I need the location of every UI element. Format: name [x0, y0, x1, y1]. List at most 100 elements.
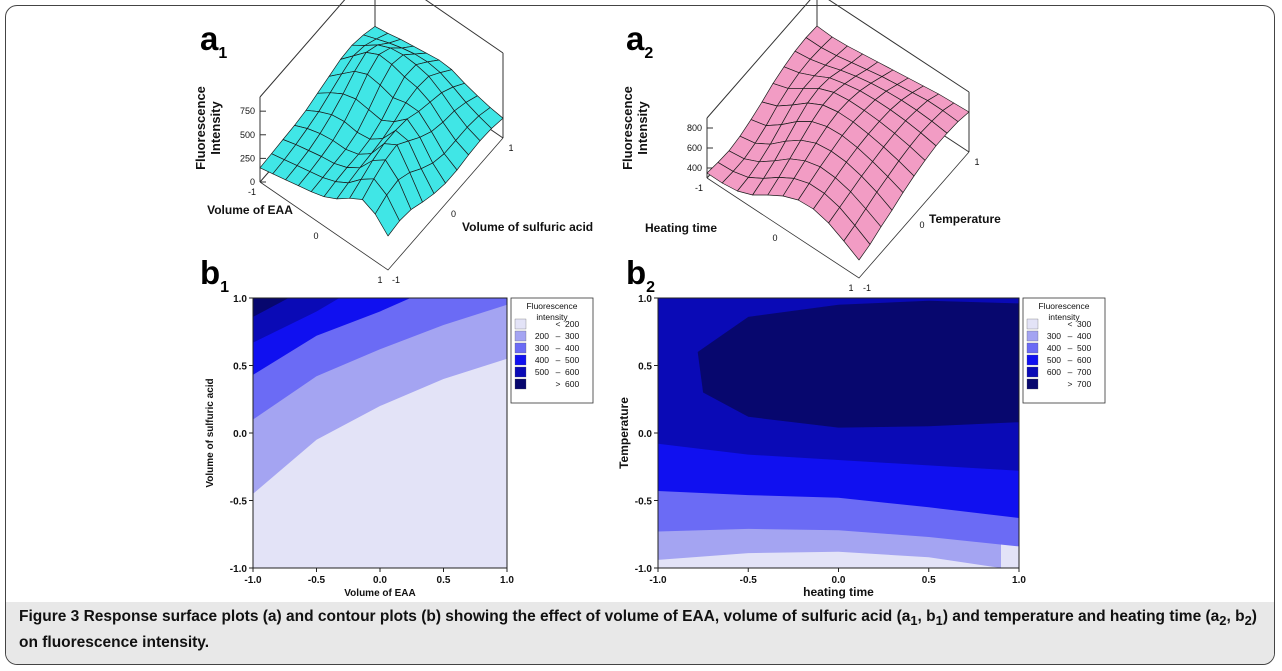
z-axis-title-line: Intensity — [208, 101, 223, 155]
y-tick-label: 0.5 — [233, 362, 247, 373]
y-tick-label: 0.0 — [233, 429, 247, 440]
x-axis-title: Volume of EAA — [344, 588, 415, 599]
panel-label-b2: b2 — [626, 254, 655, 296]
legend-from: 600 — [1047, 367, 1061, 377]
legend-swatch — [514, 366, 527, 378]
y-tick-label: 1.0 — [233, 294, 247, 305]
legend-from: 300 — [1047, 331, 1061, 341]
y-tick-label: 0.0 — [638, 429, 652, 440]
z-axis-title-line: Intensity — [635, 101, 650, 155]
legend-from: 400 — [535, 355, 549, 365]
z-axis-title-line: Fluorescence — [193, 86, 208, 170]
legend-op: < — [1068, 319, 1073, 329]
caption-text-3: ) and temperature and heating time (a — [942, 608, 1220, 625]
legend-title: intensity — [1048, 312, 1080, 322]
x-tick-label: -1.0 — [649, 575, 667, 586]
x-axis-title: Heating time — [645, 221, 717, 235]
x-tick-label: 0.0 — [832, 575, 846, 586]
x-tick-label: 0 — [772, 233, 777, 243]
legend-from: 400 — [1047, 343, 1061, 353]
caption-text-4: , b — [1226, 608, 1245, 625]
x-tick-label: 1.0 — [500, 575, 514, 586]
z-tick-label: 750 — [240, 106, 255, 116]
legend-op: > — [556, 379, 561, 389]
caption-text-1: Response surface plots (a) and contour p… — [79, 608, 911, 625]
y-axis-title: Temperature — [929, 212, 1001, 226]
legend-op: – — [556, 331, 561, 341]
z-tick-label: 500 — [240, 130, 255, 140]
z-tick-label: 800 — [687, 123, 702, 133]
y-axis-title: Volume of sulfuric acid — [205, 378, 216, 487]
y-tick-label: -1.0 — [230, 564, 248, 575]
caption-sub-2: 1 — [935, 613, 943, 629]
legend-to: 600 — [565, 367, 579, 377]
caption-text-2: , b — [917, 608, 936, 625]
legend-to: 300 — [1077, 319, 1091, 329]
legend-swatch — [514, 318, 527, 330]
legend-swatch — [1026, 318, 1039, 330]
x-tick-label: 1.0 — [1012, 575, 1026, 586]
x-tick-label: 0.0 — [373, 575, 387, 586]
x-axis-title: Volume of EAA — [207, 203, 293, 217]
panel-label-a2: a2 — [626, 20, 653, 62]
y-axis-title: Temperature — [617, 397, 631, 469]
legend-title: intensity — [536, 312, 568, 322]
legend-swatch — [1026, 342, 1039, 354]
y-axis-title: Volume of sulfuric acid — [462, 220, 593, 234]
legend-op: > — [1068, 379, 1073, 389]
legend-to: 500 — [1077, 343, 1091, 353]
x-tick-label: -1.0 — [244, 575, 262, 586]
legend-op: – — [556, 355, 561, 365]
x-tick-label: -0.5 — [740, 575, 758, 586]
z-tick-label: 600 — [687, 143, 702, 153]
legend-to: 400 — [565, 343, 579, 353]
caption-band — [6, 602, 1274, 664]
x-tick-label: -1 — [695, 183, 703, 193]
z-tick-label: 0 — [250, 177, 255, 187]
legend-to: 600 — [565, 379, 579, 389]
legend-op: – — [1068, 343, 1073, 353]
y-tick-label: 0 — [919, 220, 924, 230]
y-tick-label: 1 — [974, 157, 979, 167]
legend-swatch — [1026, 378, 1039, 390]
legend-swatch — [1026, 366, 1039, 378]
legend-swatch — [514, 354, 527, 366]
x-tick-label: 1 — [848, 283, 853, 293]
y-tick-label: -1.0 — [635, 564, 653, 575]
legend-swatch — [514, 330, 527, 342]
caption-sub-4: 2 — [1244, 613, 1252, 629]
legend-to: 400 — [1077, 331, 1091, 341]
surface-facet — [843, 225, 871, 261]
x-tick-label: 0 — [313, 231, 318, 241]
panel-label-b1: b1 — [200, 254, 229, 296]
legend-op: – — [1068, 367, 1073, 377]
y-tick-label: 1 — [508, 143, 513, 153]
contour-level-4 — [253, 298, 340, 343]
legend-swatch — [1026, 330, 1039, 342]
x-axis-title: heating time — [803, 585, 874, 599]
legend-from: 500 — [1047, 355, 1061, 365]
top-back-edges — [706, 0, 970, 119]
panel-label-a1: a1 — [200, 20, 227, 62]
legend-op: – — [1068, 355, 1073, 365]
y-tick-label: 0 — [451, 209, 456, 219]
legend-title: Fluorescence — [526, 301, 577, 311]
legend-op: – — [556, 343, 561, 353]
y-tick-label: -1 — [863, 283, 871, 293]
caption-text-5: ) on fluorescence intensity. — [19, 608, 1257, 652]
y-tick-label: -0.5 — [230, 497, 248, 508]
legend-from: 200 — [535, 331, 549, 341]
legend-to: 500 — [565, 355, 579, 365]
contour-plot-b1: -1.0 -0.5 0.0 0.5 1.0 -1.0 -0.5 0.0 0.5 1.0 Volume… — [205, 294, 594, 599]
legend-to: 700 — [1077, 367, 1091, 377]
caption-label: Figure 3 — [19, 608, 80, 625]
x-tick-label: 0.5 — [437, 575, 451, 586]
x-tick-label: 1 — [377, 275, 382, 285]
floor-front-edges — [706, 151, 970, 279]
floor-front-edges — [259, 137, 504, 271]
surface-plot-a2: 400 600 800 -1 0 1 -1 0 1 Heating time Temperature… — [620, 0, 1001, 293]
